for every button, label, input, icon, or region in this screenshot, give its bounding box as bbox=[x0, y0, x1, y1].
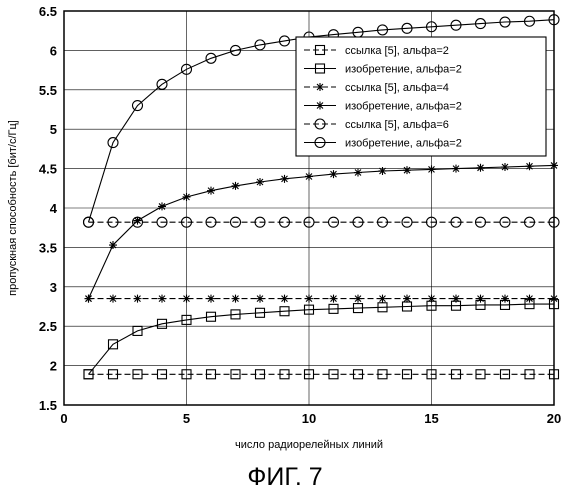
data-point-marker bbox=[281, 295, 289, 303]
series-2 bbox=[84, 300, 559, 379]
x-tick-label: 10 bbox=[302, 411, 316, 426]
x-tick-label: 0 bbox=[60, 411, 67, 426]
legend-entry-label: изобретение, альфа=2 bbox=[345, 64, 462, 76]
data-point-marker bbox=[232, 182, 240, 190]
data-point-marker bbox=[452, 165, 460, 173]
data-point-marker bbox=[158, 295, 166, 303]
data-point-marker bbox=[403, 166, 411, 174]
y-tick-label: 1.5 bbox=[39, 398, 57, 413]
data-point-marker bbox=[403, 295, 411, 303]
y-tick-label: 6.5 bbox=[39, 4, 57, 19]
data-point-marker bbox=[330, 295, 338, 303]
y-tick-label: 3 bbox=[50, 280, 57, 295]
series-4 bbox=[85, 161, 559, 302]
x-tick-label: 15 bbox=[424, 411, 438, 426]
data-point-marker bbox=[232, 295, 240, 303]
data-point-marker bbox=[452, 295, 460, 303]
x-tick-label: 20 bbox=[547, 411, 561, 426]
data-point-marker bbox=[354, 169, 362, 177]
data-point-marker bbox=[207, 187, 215, 195]
y-tick-label: 2.5 bbox=[39, 319, 57, 334]
y-tick-label: 2 bbox=[50, 359, 57, 374]
data-point-marker bbox=[477, 295, 485, 303]
legend-entry-label: изобретение, альфа=2 bbox=[345, 138, 462, 150]
data-point-marker bbox=[85, 295, 93, 303]
series-line bbox=[89, 165, 555, 298]
data-point-marker bbox=[183, 295, 191, 303]
legend-entry-label: ссылка [5], альфа=4 bbox=[345, 82, 449, 94]
data-point-marker bbox=[109, 241, 117, 249]
data-point-marker bbox=[281, 175, 289, 183]
data-point-marker bbox=[256, 178, 264, 186]
data-point-marker bbox=[207, 295, 215, 303]
data-point-marker bbox=[501, 295, 509, 303]
y-tick-label: 4 bbox=[50, 201, 58, 216]
data-point-marker bbox=[379, 295, 387, 303]
series-3 bbox=[85, 295, 559, 303]
y-tick-label: 5 bbox=[50, 122, 57, 137]
data-point-marker bbox=[526, 295, 534, 303]
legend-entry-label: ссылка [5], альфа=6 bbox=[345, 119, 449, 131]
data-point-marker bbox=[330, 170, 338, 178]
x-tick-label: 5 bbox=[183, 411, 190, 426]
legend-entry-label: ссылка [5], альфа=2 bbox=[345, 45, 449, 57]
data-point-marker bbox=[501, 163, 509, 171]
legend-marker bbox=[316, 83, 324, 91]
data-point-marker bbox=[428, 295, 436, 303]
legend-marker bbox=[316, 102, 324, 110]
y-tick-label: 4.5 bbox=[39, 162, 57, 177]
y-tick-label: 3.5 bbox=[39, 240, 57, 255]
data-point-marker bbox=[134, 295, 142, 303]
series-line bbox=[89, 304, 555, 374]
data-point-marker bbox=[428, 165, 436, 173]
series-5 bbox=[84, 217, 560, 227]
y-tick-label: 5.5 bbox=[39, 83, 57, 98]
data-point-marker bbox=[477, 164, 485, 172]
legend-entry-label: изобретение, альфа=2 bbox=[345, 101, 462, 113]
data-point-marker bbox=[256, 295, 264, 303]
data-point-marker bbox=[526, 162, 534, 170]
y-axis-label: пропускная способность [бит/с/Гц] bbox=[7, 120, 19, 296]
y-tick-label: 6 bbox=[50, 43, 57, 58]
data-point-marker bbox=[379, 167, 387, 175]
x-axis-label: число радиорелейных линий bbox=[235, 439, 383, 451]
data-point-marker bbox=[158, 202, 166, 210]
series-1 bbox=[84, 370, 559, 379]
data-point-marker bbox=[109, 295, 117, 303]
data-point-marker bbox=[354, 295, 362, 303]
data-point-marker bbox=[305, 295, 313, 303]
chart: 0 5 10 15 20 1.5 2 2.5 3 3.5 4 4.5 5 5.5 6 6.5 число ра… bbox=[0, 0, 570, 460]
legend: ссылка [5], альфа=2 изобретение, альфа=2 с… bbox=[296, 37, 546, 156]
figure-caption: ФИГ. 7 bbox=[0, 463, 570, 492]
data-point-marker bbox=[183, 193, 191, 201]
data-point-marker bbox=[305, 172, 313, 180]
